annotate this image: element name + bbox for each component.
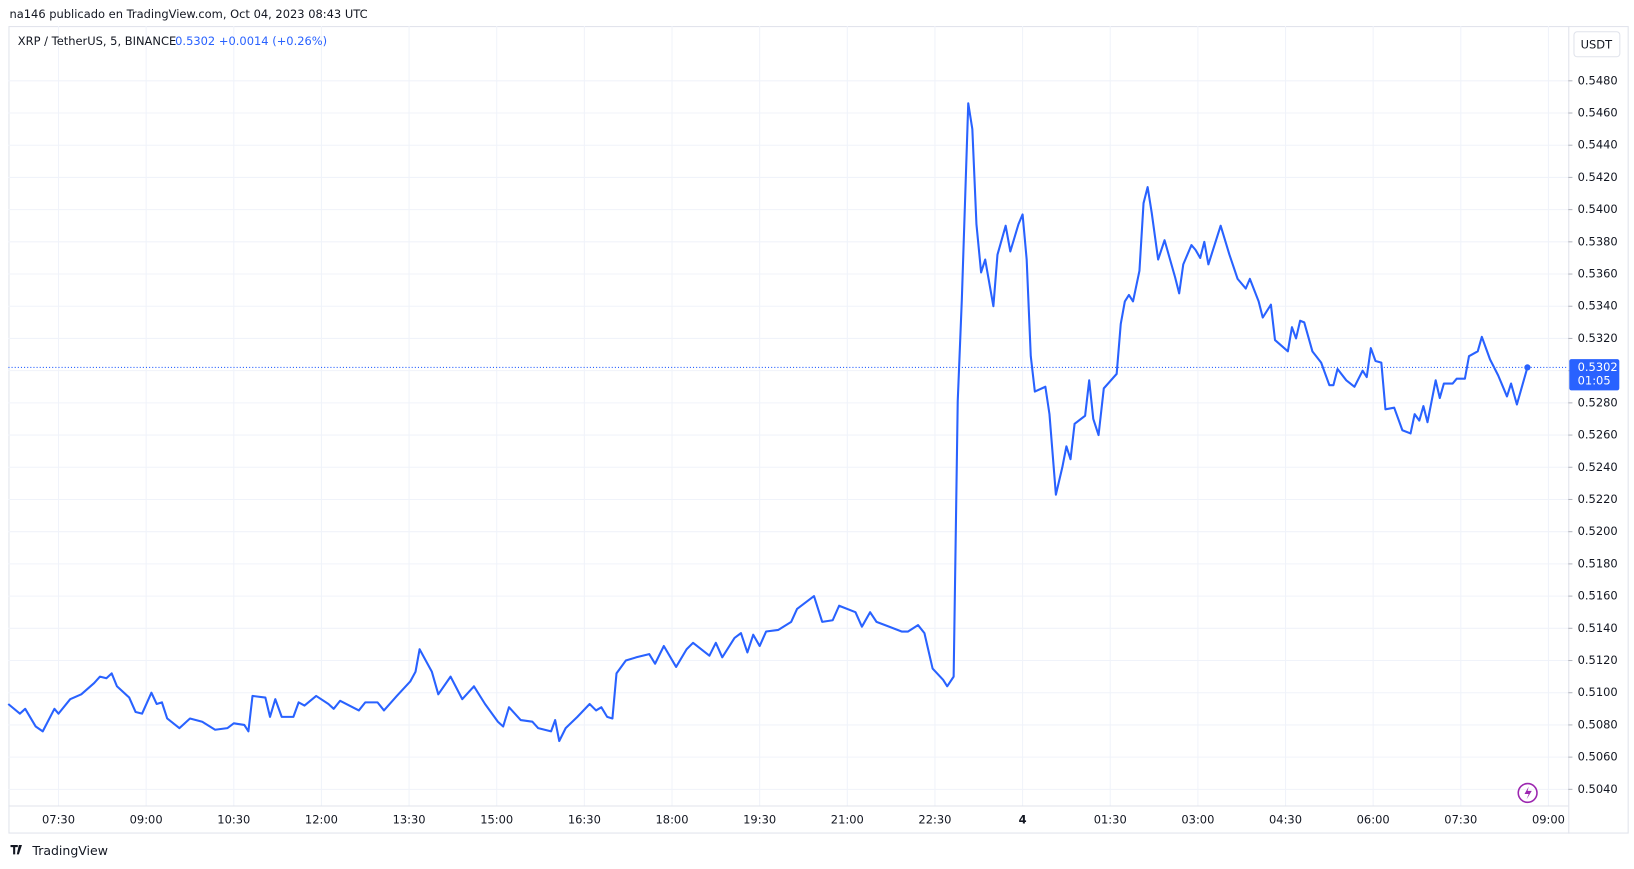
y-tick-label: 0.5440	[1578, 138, 1618, 152]
y-tick-label: 0.5340	[1578, 299, 1618, 313]
y-tick-label: 0.5260	[1578, 428, 1618, 442]
symbol: XRP / TetherUS, 5, BINANCE	[18, 34, 176, 48]
x-tick-label: 15:00	[480, 813, 513, 827]
x-tick-label: 04:30	[1269, 813, 1302, 827]
y-tick-label: 0.5080	[1578, 717, 1618, 731]
chart-frame	[8, 26, 1629, 834]
y-tick-label: 0.5480	[1578, 73, 1618, 87]
y-tick-label: 0.5220	[1578, 492, 1618, 506]
last-price-tag	[1569, 359, 1620, 391]
x-tick-label: 03:00	[1181, 813, 1214, 827]
price-line	[7, 102, 1529, 743]
x-tick-label: 19:30	[743, 813, 776, 827]
y-tick-label: 0.5400	[1578, 202, 1618, 216]
alert-icon[interactable]	[1517, 782, 1538, 804]
x-tick-label: 18:00	[656, 813, 689, 827]
x-tick-label: 07:30	[1444, 813, 1477, 827]
y-tick-label: 0.5100	[1578, 685, 1618, 699]
plot	[7, 102, 1569, 743]
y-tick-label: 0.5200	[1578, 524, 1618, 538]
brand: TradingView	[31, 843, 108, 858]
x-tick-label: 01:30	[1094, 813, 1127, 827]
currency[interactable]: USDT	[1581, 37, 1613, 51]
y-tick-label: 0.5040	[1578, 782, 1618, 796]
y-tick-label: 0.5460	[1578, 106, 1618, 120]
y-tick-label: 0.5060	[1578, 750, 1618, 764]
y-tick-label: 0.5180	[1578, 556, 1618, 570]
x-tick-label: 06:00	[1357, 813, 1390, 827]
y-tick-label: 0.5280	[1578, 395, 1618, 409]
currency-button[interactable]	[1573, 31, 1621, 58]
y-tick-label: 0.5380	[1578, 234, 1618, 248]
x-tick-label: 12:00	[305, 813, 338, 827]
header-change: +0.0014 (+0.26%)	[219, 34, 327, 48]
last-price-label: 0.5302	[1578, 360, 1618, 374]
brand-logo	[10, 845, 22, 855]
y-tick-label: 0.5140	[1578, 621, 1618, 635]
x-tick-label: 13:30	[393, 813, 426, 827]
y-tick-label: 0.5320	[1578, 331, 1618, 345]
x-tick-label: 09:00	[1532, 813, 1565, 827]
grid	[8, 26, 1569, 806]
alert-bolt	[1524, 786, 1532, 800]
x-tick-label: 22:30	[918, 813, 951, 827]
y-tick-label: 0.5420	[1578, 170, 1618, 184]
y-tick-label: 0.5120	[1578, 653, 1618, 667]
published-note: na146 publicado en TradingView.com, Oct …	[9, 7, 367, 21]
last-point	[1524, 364, 1531, 371]
y-tick-label: 0.5240	[1578, 460, 1618, 474]
x-tick-label: 07:30	[42, 813, 75, 827]
header-price: 0.5302	[175, 34, 215, 48]
x-tick-label: 21:00	[831, 813, 864, 827]
x-tick-label: 10:30	[217, 813, 250, 827]
y-tick-label: 0.5160	[1578, 589, 1618, 603]
y-tick-label: 0.5360	[1578, 267, 1618, 281]
x-tick-label: 4	[1019, 813, 1027, 827]
x-tick-label: 16:30	[568, 813, 601, 827]
x-tick-label: 09:00	[130, 813, 163, 827]
countdown: 01:05	[1578, 373, 1611, 387]
